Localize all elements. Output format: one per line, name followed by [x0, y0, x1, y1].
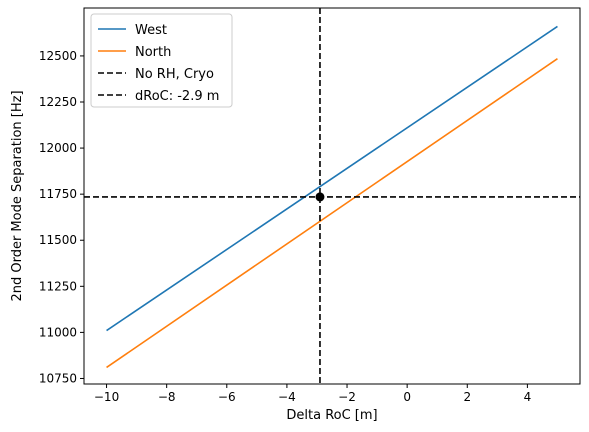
intersection-marker: [315, 192, 325, 202]
x-tick-label: −8: [158, 390, 176, 404]
x-tick-label: 2: [463, 390, 471, 404]
legend-label: West: [135, 23, 167, 38]
series-line-west: [106, 25, 558, 332]
legend-box: [90, 13, 233, 108]
legend-label: No RH, Cryo: [135, 67, 214, 82]
y-tick-label: 10750: [39, 371, 77, 385]
x-tick-label: 4: [524, 390, 532, 404]
x-tick-label: −6: [218, 390, 236, 404]
legend-label: dRoC: -2.9 m: [135, 89, 219, 104]
y-tick-label: 11250: [39, 279, 77, 293]
x-tick-label: −10: [94, 390, 119, 404]
x-tick-label: 0: [403, 390, 411, 404]
plot-frame: [83, 7, 581, 385]
x-axis-label: Delta RoC [m]: [286, 408, 377, 423]
y-axis-label: 2nd Order Mode Separation [Hz]: [10, 90, 25, 301]
y-tick-label: 11750: [39, 187, 77, 201]
y-tick-label: 12500: [39, 49, 77, 63]
y-tick-label: 11000: [39, 325, 77, 339]
y-tick-label: 11500: [39, 233, 77, 247]
y-tick-label: 12250: [39, 95, 77, 109]
x-tick-label: −2: [338, 390, 356, 404]
y-tick-label: 12000: [39, 141, 77, 155]
legend-label: North: [135, 45, 171, 60]
x-tick-label: −4: [278, 390, 296, 404]
series-line-north: [106, 58, 558, 369]
